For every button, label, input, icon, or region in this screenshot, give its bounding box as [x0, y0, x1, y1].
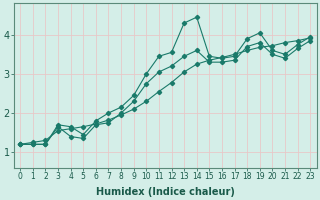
X-axis label: Humidex (Indice chaleur): Humidex (Indice chaleur) [96, 187, 235, 197]
